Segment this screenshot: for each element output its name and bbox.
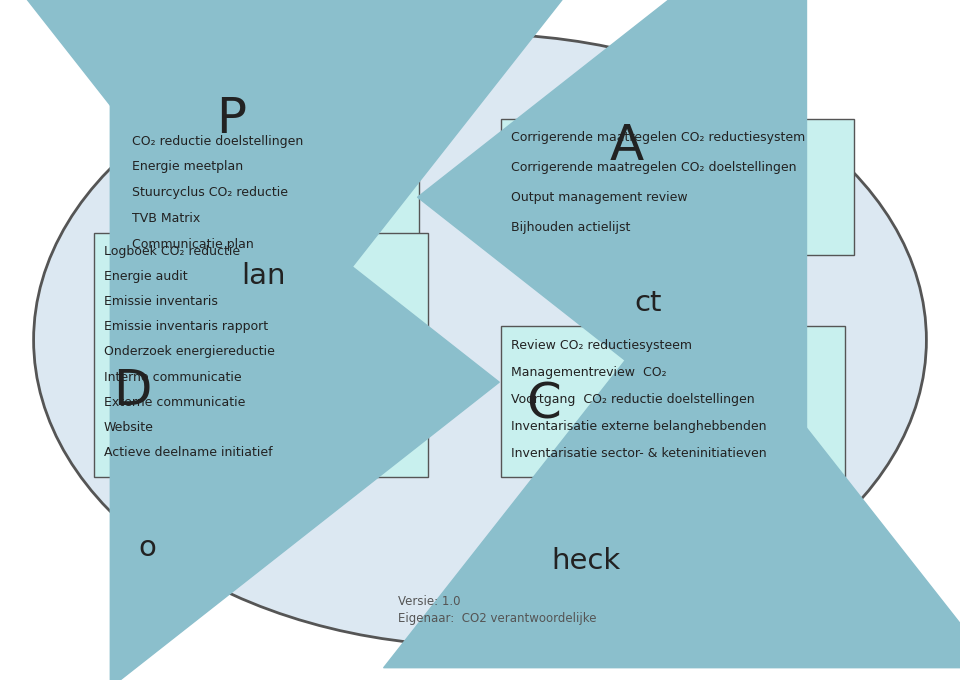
- Text: Energie audit: Energie audit: [104, 270, 187, 283]
- Text: Stuurcyclus CO₂ reductie: Stuurcyclus CO₂ reductie: [132, 186, 288, 199]
- Text: Emissie inventaris: Emissie inventaris: [104, 295, 218, 308]
- Text: Bijhouden actielijst: Bijhouden actielijst: [511, 221, 630, 234]
- Text: Inventarisatie externe belanghebbenden: Inventarisatie externe belanghebbenden: [511, 420, 766, 433]
- Text: Versie: 1.0: Versie: 1.0: [398, 595, 461, 608]
- FancyBboxPatch shape: [123, 122, 419, 275]
- Text: ct: ct: [635, 289, 662, 317]
- FancyBboxPatch shape: [501, 326, 845, 477]
- Text: A: A: [610, 122, 644, 171]
- FancyBboxPatch shape: [501, 119, 854, 255]
- Text: Communicatie plan: Communicatie plan: [132, 238, 254, 251]
- Text: o: o: [138, 534, 156, 562]
- Text: Eigenaar:  CO2 verantwoordelijke: Eigenaar: CO2 verantwoordelijke: [398, 612, 597, 625]
- Text: lan: lan: [241, 262, 285, 290]
- Text: TVB Matrix: TVB Matrix: [132, 212, 201, 225]
- Ellipse shape: [34, 34, 926, 646]
- Text: Energie meetplan: Energie meetplan: [132, 160, 244, 173]
- Text: D: D: [113, 367, 152, 415]
- Text: Externe communicatie: Externe communicatie: [104, 396, 245, 409]
- Text: Onderzoek energiereductie: Onderzoek energiereductie: [104, 345, 275, 358]
- Text: Actieve deelname initiatief: Actieve deelname initiatief: [104, 446, 273, 459]
- Text: Managementreview  CO₂: Managementreview CO₂: [511, 366, 666, 379]
- Text: Interne communicatie: Interne communicatie: [104, 371, 241, 384]
- Text: Output management review: Output management review: [511, 191, 687, 204]
- Text: C: C: [526, 381, 561, 429]
- Text: heck: heck: [551, 547, 620, 575]
- Text: Website: Website: [104, 421, 154, 434]
- Text: Corrigerende maatregelen CO₂ doelstellingen: Corrigerende maatregelen CO₂ doelstellin…: [511, 161, 796, 174]
- Text: Review CO₂ reductiesysteem: Review CO₂ reductiesysteem: [511, 339, 692, 352]
- FancyBboxPatch shape: [94, 233, 428, 477]
- Text: Voortgang  CO₂ reductie doelstellingen: Voortgang CO₂ reductie doelstellingen: [511, 393, 755, 406]
- Text: Corrigerende maatregelen CO₂ reductiesystem: Corrigerende maatregelen CO₂ reductiesys…: [511, 131, 805, 144]
- Text: Inventarisatie sector- & keteninitiatieven: Inventarisatie sector- & keteninitiatiev…: [511, 447, 766, 460]
- Text: CO₂ reductie doelstellingen: CO₂ reductie doelstellingen: [132, 135, 303, 148]
- Text: Emissie inventaris rapport: Emissie inventaris rapport: [104, 320, 268, 333]
- Text: P: P: [216, 95, 246, 143]
- Text: Logboek CO₂ reductie: Logboek CO₂ reductie: [104, 245, 240, 258]
